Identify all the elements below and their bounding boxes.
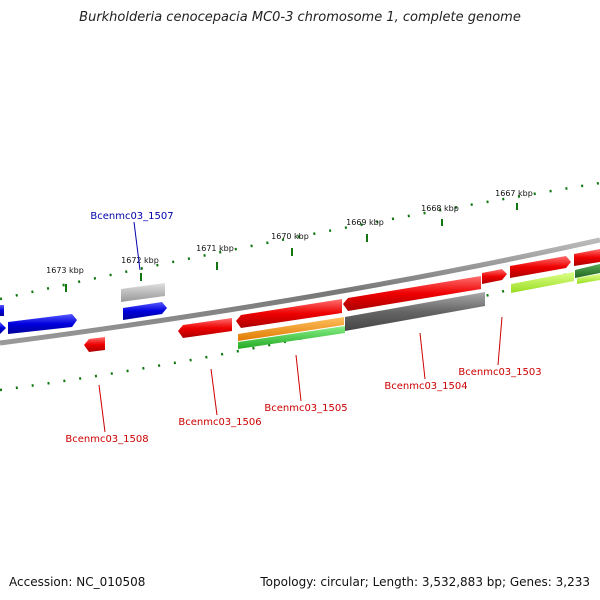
gene-label-1504[interactable]: Bcenmc03_1504 (384, 381, 467, 392)
tick-label-1673: 1673 kbp (46, 266, 84, 275)
major-ticks (65, 203, 518, 292)
map-title: Burkholderia cenocepacia MC0-3 chromosom… (79, 10, 521, 25)
gene-red-f2[interactable] (510, 256, 571, 278)
accession-text: Accession: NC_010508 (9, 575, 146, 589)
leader-lines (98, 221, 503, 433)
gene-dgreen-f[interactable] (575, 264, 600, 278)
outer-tick-ring (0, 181, 600, 301)
gene-1507[interactable] (121, 283, 165, 302)
gene-lime-f[interactable] (511, 272, 574, 293)
gene-lime-f2[interactable] (577, 274, 600, 284)
gene-red-f1[interactable] (482, 269, 507, 284)
gene-1505-green[interactable] (238, 326, 345, 349)
gene-1504-grey[interactable] (345, 292, 485, 331)
gene-blue-1[interactable] (0, 322, 6, 334)
gene-blue-3[interactable] (123, 302, 167, 320)
gene-1504-red[interactable] (343, 276, 481, 311)
tick-label-1672: 1672 kbp (121, 256, 159, 265)
gene-label-1505[interactable]: Bcenmc03_1505 (264, 403, 347, 414)
gene-1506[interactable] (178, 318, 232, 338)
gene-label-1503[interactable]: Bcenmc03_1503 (458, 367, 541, 378)
gene-label-1507[interactable]: Bcenmc03_1507 (90, 211, 173, 222)
genome-backbone (0, 237, 600, 346)
tick-label-1668: 1668 kbp (421, 204, 459, 213)
genome-stats-text: Topology: circular; Length: 3,532,883 bp… (260, 575, 590, 589)
tick-label-1669: 1669 kbp (346, 218, 384, 227)
gene-1508[interactable] (84, 337, 105, 352)
gene-1505-red[interactable] (236, 299, 342, 328)
gene-label-1506[interactable]: Bcenmc03_1506 (178, 417, 261, 428)
tick-label-1671: 1671 kbp (196, 244, 234, 253)
tick-label-1670: 1670 kbp (271, 232, 309, 241)
gene-blue-2[interactable] (8, 314, 77, 334)
gene-1505-orange[interactable] (238, 317, 344, 341)
gene-blue-4[interactable] (0, 305, 4, 316)
gene-label-1508[interactable]: Bcenmc03_1508 (65, 434, 148, 445)
gene-red-f3[interactable] (574, 249, 600, 266)
tick-label-1667: 1667 kbp (495, 189, 533, 198)
